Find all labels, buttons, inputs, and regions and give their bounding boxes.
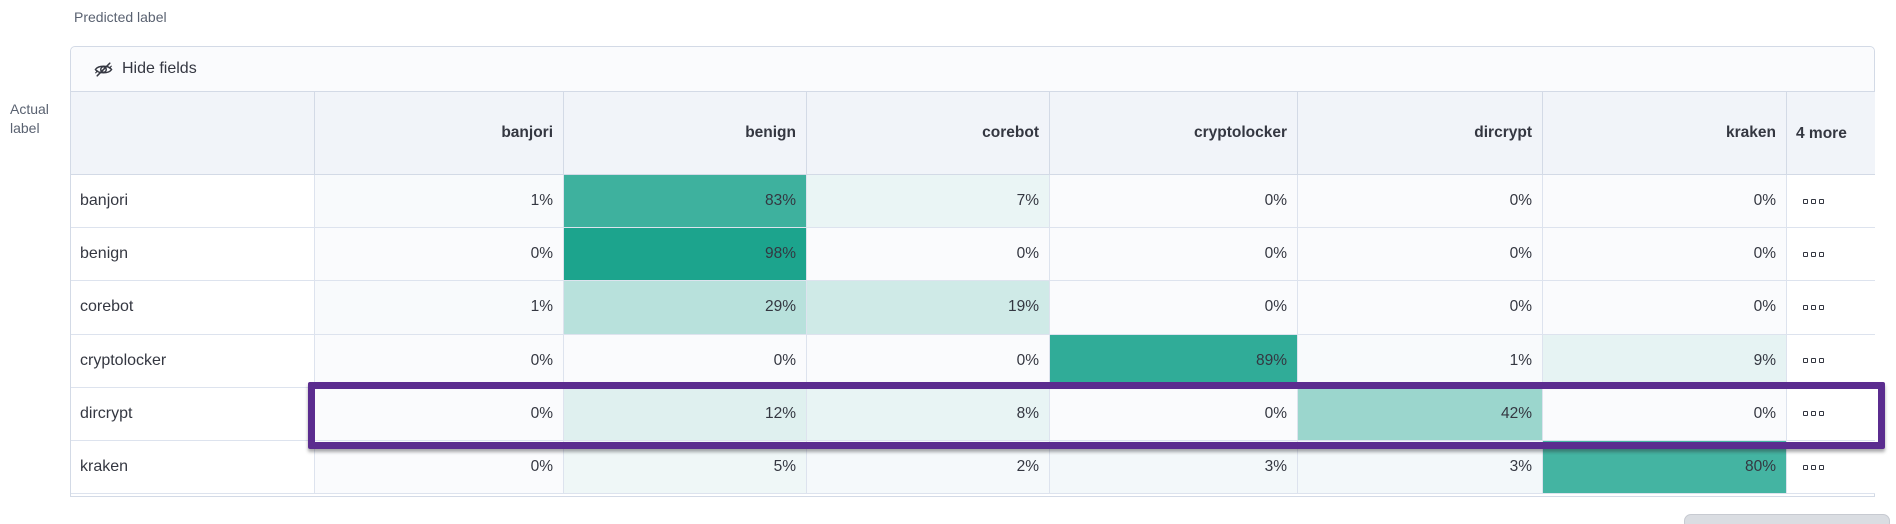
cell-benign-benign: 98% — [564, 228, 807, 282]
cell-dircrypt-dircrypt: 42% — [1298, 387, 1543, 441]
boxes-horizontal-icon — [1819, 251, 1824, 257]
column-header-corner — [71, 92, 315, 175]
row-label-benign: benign — [71, 228, 315, 282]
cell-cryptolocker-dircrypt: 1% — [1298, 334, 1543, 388]
grid-toolbar: Hide fields — [71, 47, 1874, 92]
cell-cryptolocker-benign: 0% — [564, 334, 807, 388]
boxes-horizontal-icon — [1803, 464, 1808, 470]
boxes-horizontal-icon — [1803, 411, 1808, 417]
boxes-horizontal-icon — [1811, 358, 1816, 364]
boxes-horizontal-icon — [1811, 304, 1816, 310]
more-actions-button[interactable] — [1787, 334, 1875, 388]
more-actions-button[interactable] — [1787, 387, 1875, 441]
cell-kraken-dircrypt: 3% — [1298, 440, 1543, 495]
cell-dircrypt-banjori: 0% — [315, 387, 564, 441]
cell-dircrypt-kraken: 0% — [1543, 387, 1787, 441]
cell-benign-banjori: 0% — [315, 228, 564, 282]
boxes-horizontal-icon — [1819, 198, 1824, 204]
predicted-axis-label: Predicted label — [74, 9, 167, 25]
cell-dircrypt-corebot: 8% — [807, 387, 1050, 441]
cell-corebot-dircrypt: 0% — [1298, 281, 1543, 335]
cell-kraken-corebot: 2% — [807, 440, 1050, 495]
row-label-dircrypt: dircrypt — [71, 387, 315, 441]
more-actions-button[interactable] — [1787, 281, 1875, 335]
column-header-more[interactable]: 4 more — [1787, 92, 1875, 175]
cell-cryptolocker-corebot: 0% — [807, 334, 1050, 388]
cell-dircrypt-cryptolocker: 0% — [1050, 387, 1298, 441]
column-header-banjori[interactable]: banjori — [315, 92, 564, 175]
column-header-corebot[interactable]: corebot — [807, 92, 1050, 175]
hide-fields-label: Hide fields — [122, 60, 197, 77]
more-actions-button[interactable] — [1787, 440, 1875, 495]
boxes-horizontal-icon — [1819, 304, 1824, 310]
cell-corebot-kraken: 0% — [1543, 281, 1787, 335]
row-label-banjori: banjori — [71, 175, 315, 229]
column-header-cryptolocker[interactable]: cryptolocker — [1050, 92, 1298, 175]
cell-corebot-benign: 29% — [564, 281, 807, 335]
hide-fields-button[interactable]: Hide fields — [88, 56, 203, 83]
cell-kraken-cryptolocker: 3% — [1050, 440, 1298, 495]
cell-kraken-banjori: 0% — [315, 440, 564, 495]
cell-kraken-benign: 5% — [564, 440, 807, 495]
cell-banjori-benign: 83% — [564, 175, 807, 229]
boxes-horizontal-icon — [1803, 304, 1808, 310]
boxes-horizontal-icon — [1819, 411, 1824, 417]
boxes-horizontal-icon — [1819, 464, 1824, 470]
cell-cryptolocker-cryptolocker: 89% — [1050, 334, 1298, 388]
cell-dircrypt-benign: 12% — [564, 387, 807, 441]
cell-cryptolocker-banjori: 0% — [315, 334, 564, 388]
cell-benign-corebot: 0% — [807, 228, 1050, 282]
boxes-horizontal-icon — [1811, 251, 1816, 257]
boxes-horizontal-icon — [1811, 411, 1816, 417]
cell-cryptolocker-kraken: 9% — [1543, 334, 1787, 388]
row-label-cryptolocker: cryptolocker — [71, 334, 315, 388]
cell-benign-dircrypt: 0% — [1298, 228, 1543, 282]
row-label-kraken: kraken — [71, 440, 315, 495]
cell-banjori-kraken: 0% — [1543, 175, 1787, 229]
cell-kraken-kraken: 80% — [1543, 440, 1787, 495]
cell-corebot-corebot: 19% — [807, 281, 1050, 335]
more-actions-button[interactable] — [1787, 175, 1875, 229]
boxes-horizontal-icon — [1803, 358, 1808, 364]
column-header-dircrypt[interactable]: dircrypt — [1298, 92, 1543, 175]
cell-banjori-cryptolocker: 0% — [1050, 175, 1298, 229]
boxes-horizontal-icon — [1803, 198, 1808, 204]
actual-axis-label: Actual label — [10, 101, 49, 136]
boxes-horizontal-icon — [1811, 198, 1816, 204]
cell-benign-kraken: 0% — [1543, 228, 1787, 282]
boxes-horizontal-icon — [1819, 358, 1824, 364]
cell-banjori-banjori: 1% — [315, 175, 564, 229]
boxes-horizontal-icon — [1811, 464, 1816, 470]
boxes-horizontal-icon — [1803, 251, 1808, 257]
horizontal-scrollbar-thumb[interactable] — [1684, 514, 1890, 524]
cell-benign-cryptolocker: 0% — [1050, 228, 1298, 282]
cell-banjori-dircrypt: 0% — [1298, 175, 1543, 229]
cell-corebot-banjori: 1% — [315, 281, 564, 335]
confusion-matrix-panel: Hide fields banjori benign corebot cryptolo… — [70, 46, 1885, 497]
eye-closed-icon — [94, 60, 113, 79]
confusion-matrix-grid: banjori benign corebot cryptolocker dircrypt… — [71, 92, 1875, 495]
column-header-benign[interactable]: benign — [564, 92, 807, 175]
column-header-kraken[interactable]: kraken — [1543, 92, 1787, 175]
cell-corebot-cryptolocker: 0% — [1050, 281, 1298, 335]
row-label-corebot: corebot — [71, 281, 315, 335]
more-actions-button[interactable] — [1787, 228, 1875, 282]
cell-banjori-corebot: 7% — [807, 175, 1050, 229]
